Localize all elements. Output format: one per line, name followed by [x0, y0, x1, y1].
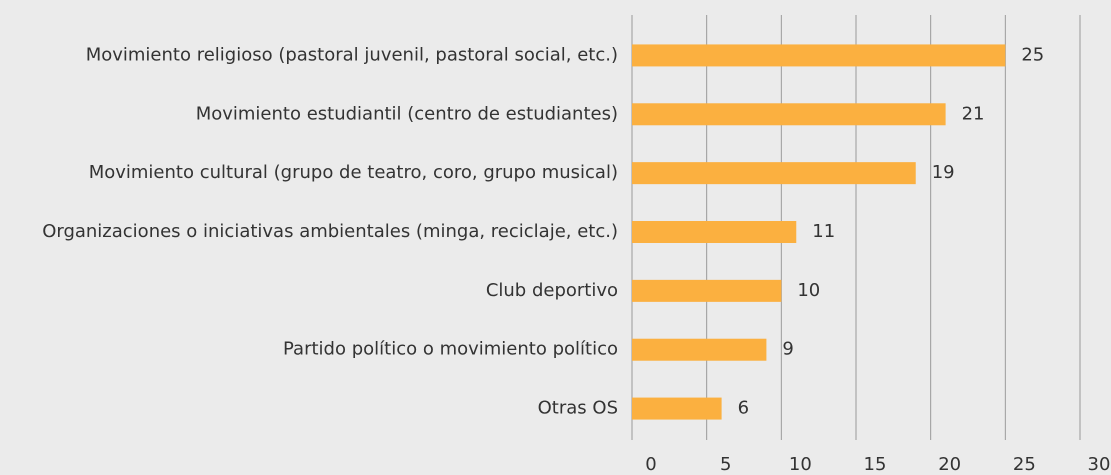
- y-tick-label: Organizaciones o iniciativas ambientales…: [42, 221, 618, 242]
- bar: [632, 338, 767, 361]
- data-label: 9: [782, 339, 793, 360]
- bar: [632, 221, 797, 243]
- x-tick-label: 0: [645, 454, 656, 475]
- x-tick-label: 15: [864, 454, 887, 475]
- data-label: 10: [797, 280, 820, 301]
- x-tick-label: 25: [1013, 454, 1036, 475]
- y-tick-label: Otras OS: [538, 398, 618, 419]
- data-label: 6: [738, 398, 749, 419]
- y-tick-label: Movimiento religioso (pastoral juvenil, …: [86, 44, 618, 65]
- bar: [632, 44, 1006, 67]
- x-tick-label: 20: [938, 454, 961, 475]
- y-tick-label: Movimiento estudiantil (centro de estudi…: [196, 103, 618, 124]
- x-tick-label: 30: [1088, 454, 1111, 475]
- data-label: 25: [1021, 44, 1044, 65]
- data-label: 21: [962, 103, 985, 124]
- bar: [632, 162, 916, 185]
- y-tick-label: Movimiento cultural (grupo de teatro, co…: [89, 162, 618, 183]
- bar: [632, 279, 782, 302]
- x-tick-label: 5: [720, 454, 731, 475]
- bar: [632, 103, 946, 126]
- data-label: 19: [932, 162, 955, 183]
- y-tick-label: Club deportivo: [486, 280, 618, 301]
- x-tick-label: 10: [789, 454, 812, 475]
- data-label: 11: [812, 221, 835, 242]
- y-tick-label: Partido político o movimiento político: [283, 339, 618, 360]
- bar: [632, 397, 722, 420]
